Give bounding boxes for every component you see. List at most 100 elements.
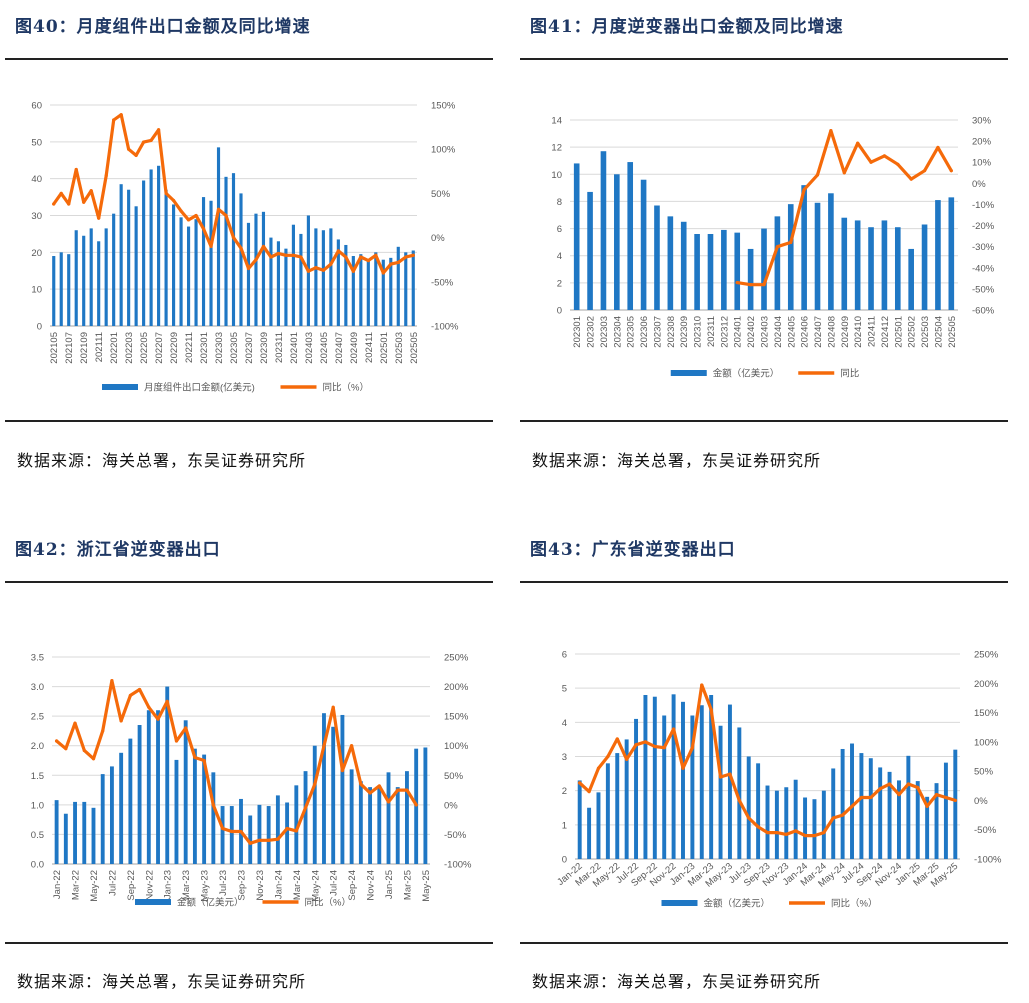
line-point	[944, 795, 948, 800]
line-point	[359, 255, 363, 259]
bar	[614, 174, 620, 310]
line-point	[789, 240, 793, 245]
bar	[854, 220, 861, 310]
chart: 0123456-100%-50%0%50%100%150%200%250%Jan…	[555, 650, 1002, 910]
line-point	[257, 838, 262, 842]
line-point	[74, 167, 78, 172]
bar	[821, 790, 826, 859]
y2-tick-label: 0%	[974, 796, 988, 807]
bar	[368, 787, 373, 864]
bar	[224, 176, 228, 326]
x-tick-label: 202403	[304, 332, 315, 364]
y-tick-label: 2	[562, 786, 567, 797]
x-tick-label: Mar-25	[403, 870, 414, 900]
y2-tick-label: 50%	[974, 767, 994, 778]
yoy-line	[55, 679, 418, 845]
line-point	[737, 798, 741, 803]
bar	[174, 759, 179, 864]
line-point	[366, 258, 370, 263]
line-point	[396, 260, 400, 264]
x-tick-label: 202503	[920, 316, 931, 348]
line-point	[329, 262, 333, 266]
line-point	[201, 227, 206, 231]
line-point	[321, 268, 325, 272]
y-tick-label: 2	[557, 278, 562, 289]
bar	[285, 802, 290, 864]
bar	[254, 213, 258, 326]
line-point	[239, 246, 243, 250]
x-tick-label: 202505	[947, 316, 958, 348]
x-tick-label: 202503	[394, 332, 405, 364]
line-point	[634, 743, 638, 747]
y-tick-label: 1	[562, 820, 567, 831]
line-point	[269, 255, 273, 259]
legend-bar-label: 月度组件出口金额(亿美元)	[144, 382, 255, 394]
x-tick-label: May-25	[421, 870, 432, 902]
line-point	[690, 746, 694, 750]
bar	[577, 780, 582, 859]
bar	[284, 248, 288, 326]
line-point	[194, 213, 198, 218]
bar	[803, 797, 808, 859]
line-point	[802, 188, 806, 192]
y2-tick-label: -30%	[972, 242, 995, 253]
line-point	[829, 128, 833, 133]
bar	[351, 256, 355, 326]
bar	[411, 250, 415, 326]
y2-tick-label: 20%	[972, 137, 992, 148]
bar	[82, 801, 87, 864]
line-point	[377, 784, 381, 788]
y2-tick-label: -100%	[431, 322, 459, 333]
panel-fig42: 图42：浙江省逆变器出口 0.0 0.5 1.0 1.5 2.0 2.5 3.0 3.5 -10…	[5, 525, 493, 1003]
top-rule	[5, 58, 493, 60]
y2-tick-label: -10%	[972, 200, 995, 211]
x-tick-label: Sep-23	[237, 870, 248, 901]
line-point	[202, 758, 206, 763]
bar	[321, 230, 325, 326]
y-tick-label: 1.0	[31, 800, 44, 811]
line-point	[276, 837, 280, 841]
line-point	[336, 249, 340, 253]
line-point	[128, 693, 132, 698]
y-tick-label: 0	[562, 855, 567, 866]
figure-title: 图43：广东省逆变器出口	[530, 540, 736, 560]
x-tick-label: Nov-22	[144, 870, 155, 901]
bar	[423, 747, 428, 864]
bar	[812, 799, 817, 859]
x-tick-label: 202405	[319, 332, 330, 364]
line-point	[815, 173, 820, 177]
x-tick-label: 202501	[379, 332, 390, 364]
line-point	[606, 754, 610, 759]
line-point	[267, 838, 271, 842]
x-tick-label: 202411	[867, 316, 878, 347]
bar	[624, 739, 629, 859]
bar	[709, 695, 714, 859]
line-point	[104, 174, 108, 178]
legend-bar-swatch	[135, 899, 171, 905]
x-tick-label: May-24	[310, 870, 321, 902]
line-point	[869, 160, 873, 164]
y2-tick-label: -40%	[972, 263, 995, 274]
line-point	[216, 207, 221, 211]
line-point	[67, 202, 71, 206]
bar	[359, 254, 363, 326]
x-tick-label: 202303	[599, 316, 610, 348]
bar	[294, 785, 299, 864]
x-tick-label: 202405	[786, 316, 797, 348]
y-tick-label: 10	[31, 285, 42, 296]
x-tick-label: 202404	[773, 316, 784, 348]
chart: 0.0 0.5 1.0 1.5 2.0 2.5 3.0 3.5 -100% -50% 0% 50% 10…	[31, 653, 472, 909]
bar	[395, 787, 400, 864]
bar	[386, 772, 391, 864]
top-rule	[520, 58, 1008, 60]
bar	[690, 715, 695, 859]
line-point	[157, 128, 161, 132]
bar	[331, 726, 336, 864]
line-point	[284, 253, 288, 257]
panel-fig43: 图43：广东省逆变器出口 0 1 2 3 4 5 6 -100% -50% 0% 50% 100% 15…	[520, 525, 1008, 1003]
legend: 月度组件出口金额(亿美元) 同比（%）	[102, 382, 369, 394]
bar	[850, 743, 854, 859]
source-note: 数据来源：海关总署，东吴证券研究所	[17, 451, 307, 470]
line-point	[179, 209, 183, 213]
line-point	[127, 147, 131, 151]
